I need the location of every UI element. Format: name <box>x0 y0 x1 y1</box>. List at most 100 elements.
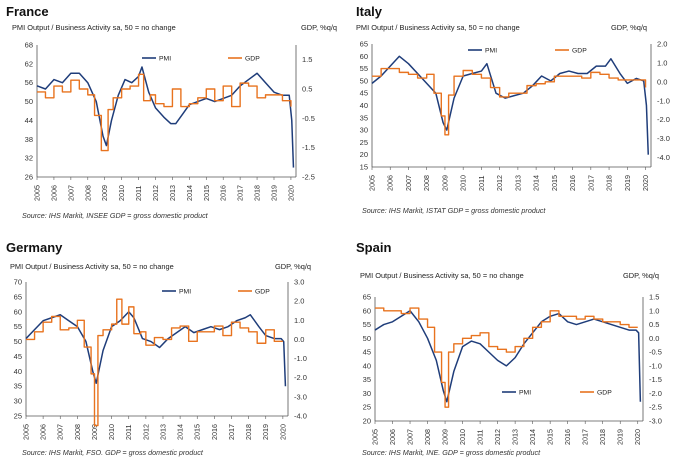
x-tick-label: 2007 <box>56 424 65 440</box>
left-tick-label: 45 <box>14 352 22 361</box>
right-axis-label: GDP, %q/q <box>275 262 311 271</box>
x-tick-label: 2010 <box>117 185 126 201</box>
right-tick-label: 1.0 <box>649 306 659 315</box>
legend-pmi-label: PMI <box>159 56 171 63</box>
left-tick-label: 35 <box>360 113 368 122</box>
x-tick-label: 2018 <box>253 185 262 201</box>
x-tick-label: 2012 <box>495 175 504 191</box>
gdp-series-line <box>26 298 283 427</box>
left-tick-label: 50 <box>360 76 368 85</box>
legend-gdp-label: GDP <box>255 289 270 296</box>
right-axis-label: GDP, %q/q <box>623 271 659 280</box>
chart-svg: PMI Output / Business Activity sa, 50 = … <box>12 23 337 201</box>
right-tick-label: 3.0 <box>294 278 304 287</box>
x-tick-label: 2020 <box>641 175 650 191</box>
x-tick-label: 2005 <box>371 429 380 445</box>
chart-panel-italy: Italy PMI Output / Business Activity sa,… <box>340 0 680 232</box>
left-tick-label: 25 <box>363 403 371 412</box>
left-tick-label: 45 <box>363 348 371 357</box>
x-tick-label: 2014 <box>532 175 541 191</box>
gdp-series-line <box>375 307 638 408</box>
right-tick-label: -2.5 <box>302 173 315 182</box>
chart-subtitle: PMI Output / Business Activity sa, 50 = … <box>10 262 174 271</box>
x-tick-label: 2016 <box>219 185 228 201</box>
x-tick-label: 2013 <box>511 429 520 445</box>
x-tick-label: 2018 <box>598 429 607 445</box>
source-note: Source: IHS Markit, ISTAT GDP = gross do… <box>362 206 546 215</box>
x-tick-label: 2012 <box>141 424 150 440</box>
right-tick-label: -0.5 <box>302 114 315 123</box>
right-tick-label: 2.0 <box>657 40 667 49</box>
left-tick-label: 70 <box>14 278 22 287</box>
x-tick-label: 2013 <box>513 175 522 191</box>
right-tick-label: -2.0 <box>657 115 670 124</box>
x-tick-label: 2019 <box>623 175 632 191</box>
x-tick-label: 2016 <box>210 424 219 440</box>
legend-pmi-label: PMI <box>519 390 531 397</box>
chart-svg: PMI Output / Business Activity sa, 50 = … <box>360 271 662 445</box>
x-tick-label: 2014 <box>176 424 185 440</box>
left-tick-label: 60 <box>360 52 368 61</box>
left-tick-label: 35 <box>14 382 22 391</box>
x-tick-label: 2010 <box>458 429 467 445</box>
right-tick-label: -1.0 <box>649 361 662 370</box>
x-tick-label: 2006 <box>39 424 48 440</box>
source-note: Source: IHS Markit, INE. GDP = gross dom… <box>362 448 541 457</box>
x-tick-label: 2017 <box>586 175 595 191</box>
right-tick-label: -3.0 <box>294 392 307 401</box>
pmi-series-line <box>36 66 295 168</box>
x-tick-label: 2017 <box>227 424 236 440</box>
x-tick-label: 2019 <box>616 429 625 445</box>
x-tick-label: 2015 <box>546 429 555 445</box>
left-tick-label: 68 <box>25 41 33 50</box>
right-tick-label: -0.5 <box>649 348 662 357</box>
left-tick-label: 30 <box>363 389 371 398</box>
country-title: France <box>6 4 49 19</box>
x-tick-label: 2016 <box>563 429 572 445</box>
x-tick-label: 2007 <box>404 175 413 191</box>
x-tick-label: 2008 <box>423 429 432 445</box>
x-tick-label: 2020 <box>278 424 287 440</box>
x-tick-label: 2018 <box>244 424 253 440</box>
left-tick-label: 25 <box>14 412 22 421</box>
x-tick-label: 2006 <box>388 429 397 445</box>
x-tick-label: 2011 <box>134 186 143 201</box>
right-tick-label: -2.0 <box>649 389 662 398</box>
x-tick-label: 2009 <box>90 424 99 440</box>
right-tick-label: 0.0 <box>657 77 667 86</box>
left-tick-label: 65 <box>14 292 22 301</box>
chart-svg: PMI Output / Business Activity sa, 50 = … <box>356 23 670 191</box>
x-tick-label: 2007 <box>66 185 75 201</box>
left-tick-label: 38 <box>25 135 33 144</box>
left-tick-label: 40 <box>360 101 368 110</box>
left-tick-label: 65 <box>363 293 371 302</box>
x-tick-label: 2011 <box>476 430 485 445</box>
pmi-series-line <box>25 311 287 387</box>
right-tick-label: -1.5 <box>649 375 662 384</box>
x-tick-label: 2013 <box>158 424 167 440</box>
right-tick-label: -4.0 <box>657 153 670 162</box>
x-tick-label: 2017 <box>236 185 245 201</box>
chart-panel-germany: Germany PMI Output / Business Activity s… <box>0 232 340 463</box>
country-title: Italy <box>356 4 383 19</box>
right-tick-label: 1.5 <box>649 293 659 302</box>
x-tick-label: 2009 <box>440 175 449 191</box>
left-tick-label: 60 <box>363 306 371 315</box>
x-tick-label: 2020 <box>633 429 642 445</box>
x-tick-label: 2012 <box>151 185 160 201</box>
pmi-series-line <box>374 310 642 403</box>
left-tick-label: 60 <box>14 307 22 316</box>
x-tick-label: 2009 <box>100 185 109 201</box>
right-tick-label: -3.0 <box>657 134 670 143</box>
left-tick-label: 55 <box>14 322 22 331</box>
left-tick-label: 26 <box>25 173 33 182</box>
x-tick-label: 2014 <box>185 185 194 201</box>
x-tick-label: 2006 <box>49 185 58 201</box>
left-tick-label: 56 <box>25 78 33 87</box>
source-note: Source: IHS Markit, FSO. GDP = gross dom… <box>22 448 203 457</box>
x-tick-label: 2014 <box>528 429 537 445</box>
legend-gdp-label: GDP <box>597 390 612 397</box>
right-tick-label: 1.0 <box>657 58 667 67</box>
right-tick-label: 1.0 <box>294 316 304 325</box>
right-axis-label: GDP, %q/q <box>611 23 647 32</box>
